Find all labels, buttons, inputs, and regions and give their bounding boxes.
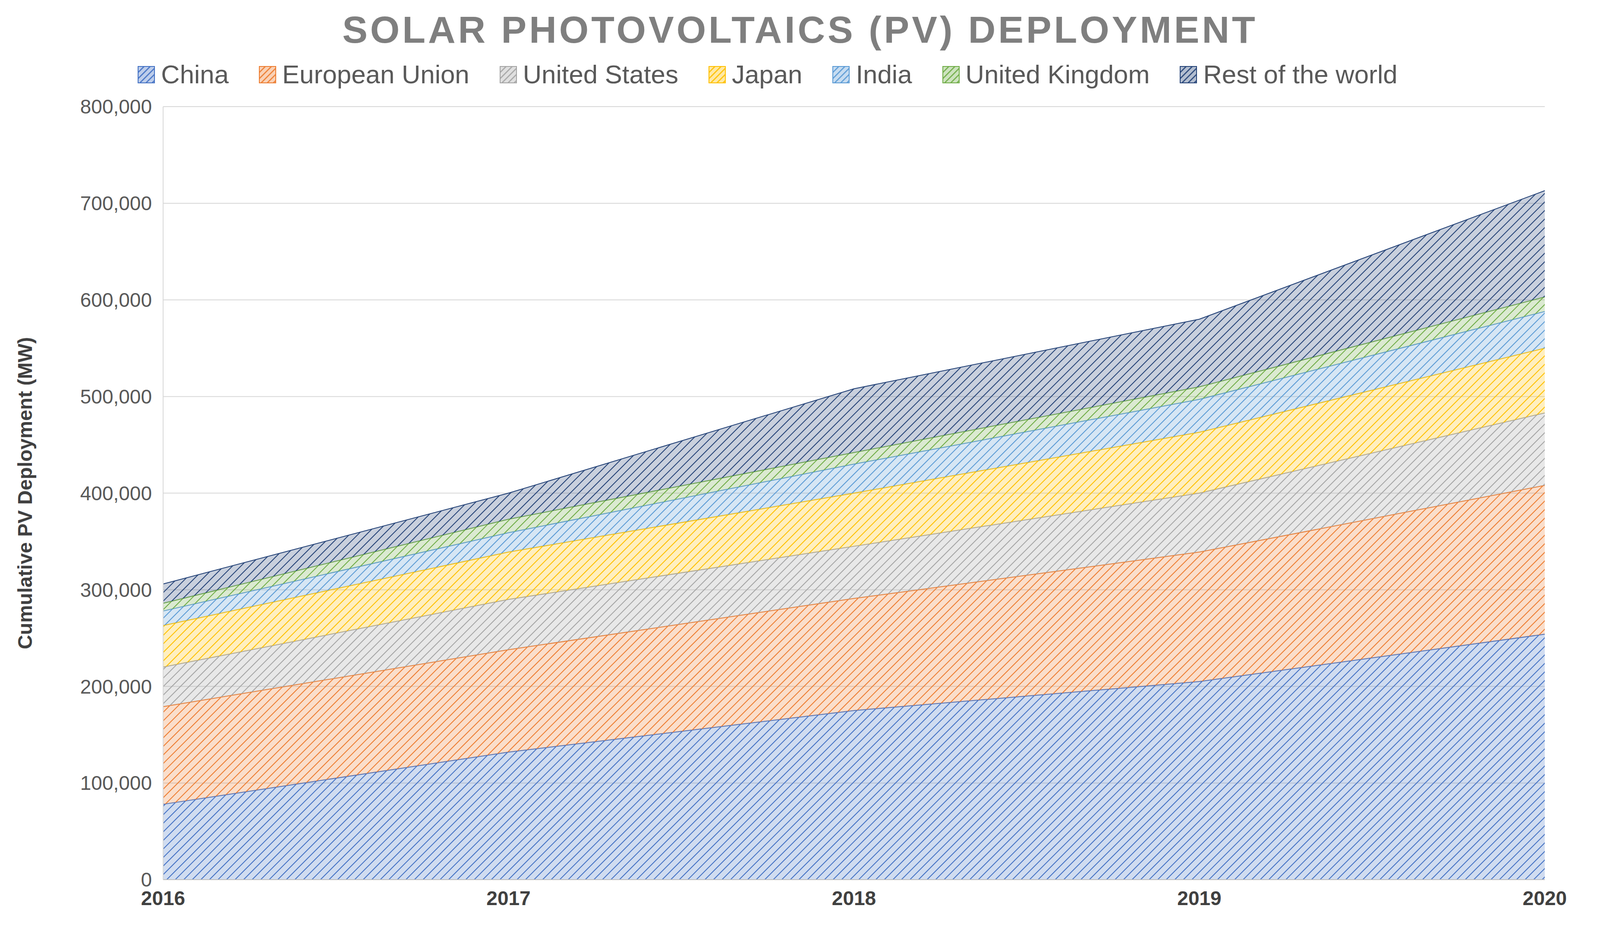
svg-text:800,000: 800,000 — [80, 95, 152, 118]
html-text:Rest of the world: Rest of the world — [1203, 59, 1398, 89]
svg-text:500,000: 500,000 — [80, 385, 152, 408]
svg-text:600,000: 600,000 — [80, 288, 152, 312]
svg-text:200,000: 200,000 — [80, 675, 152, 698]
svg-text:2019: 2019 — [1177, 886, 1222, 910]
svg-text:100,000: 100,000 — [80, 771, 152, 794]
svg-text:2016: 2016 — [141, 886, 186, 910]
html-text:Japan: Japan — [731, 59, 803, 89]
svg-text:300,000: 300,000 — [80, 578, 152, 602]
svg-text:0: 0 — [140, 868, 152, 891]
html-text:United Kingdom: United Kingdom — [965, 59, 1150, 89]
html-text:European Union: European Union — [282, 59, 470, 89]
svg-text:Cumulative PV Deployment (MW): Cumulative PV Deployment (MW) — [13, 337, 37, 649]
svg-text:2017: 2017 — [486, 886, 531, 910]
html-text:India: India — [855, 59, 912, 89]
html-text:China: China — [161, 59, 229, 89]
svg-text:400,000: 400,000 — [80, 481, 152, 505]
html-text:United States: United States — [522, 59, 679, 89]
html-text:SOLAR PHOTOVOLTAICS (PV) DEPLO: SOLAR PHOTOVOLTAICS (PV) DEPLOYMENT — [342, 8, 1258, 51]
svg-text:700,000: 700,000 — [80, 192, 152, 215]
svg-text:2020: 2020 — [1522, 886, 1567, 910]
svg-text:2018: 2018 — [831, 886, 876, 910]
